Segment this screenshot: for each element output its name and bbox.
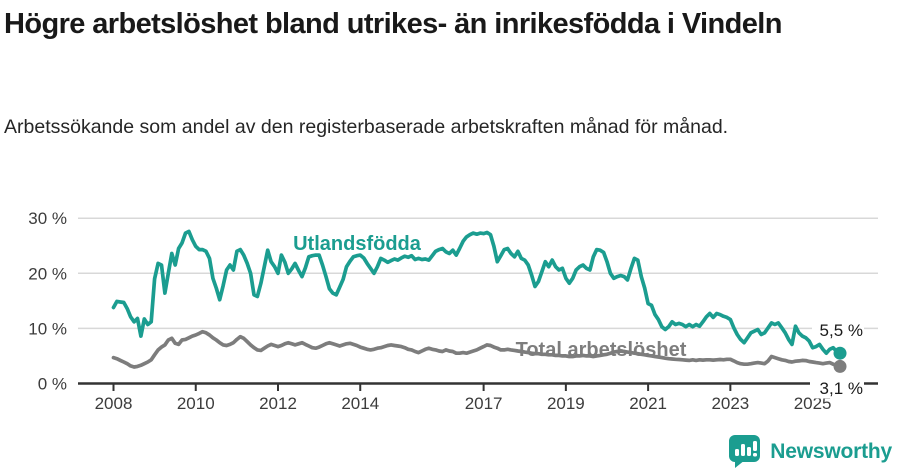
- newsworthy-logo: Newsworthy: [728, 435, 892, 468]
- end-label-backing: [812, 321, 864, 341]
- y-tick-label: 30 %: [28, 209, 67, 228]
- end-value-label-total-arbetsloshet: 3,1 %: [820, 379, 863, 398]
- x-tick-label: 2025: [794, 394, 832, 413]
- newsworthy-logo-text: Newsworthy: [770, 439, 892, 463]
- y-tick-label: 20 %: [28, 264, 67, 283]
- x-tick-label: 2008: [95, 394, 133, 413]
- x-tick-label: 2017: [465, 394, 503, 413]
- x-tick-label: 2021: [629, 394, 667, 413]
- series-label-total-arbetsloshet: Total arbetslöshet: [516, 339, 687, 361]
- y-tick-label: 10 %: [28, 319, 67, 338]
- x-tick-label: 2014: [341, 394, 379, 413]
- x-tick-label: 2023: [711, 394, 749, 413]
- end-dot-total-arbetsloshet: [833, 359, 847, 373]
- end-dot-utlandsfodda: [833, 346, 847, 360]
- newsworthy-bubble-chart-icon: [729, 435, 761, 468]
- end-value-label-utlandsfodda: 5,5 %: [820, 321, 863, 340]
- series-line-utlandsfodda: [111, 229, 842, 356]
- y-tick-label: 0 %: [38, 375, 67, 394]
- x-tick-label: 2019: [547, 394, 585, 413]
- end-label-backing: [810, 377, 864, 399]
- chart-subtitle: Arbetssökande som andel av den registerb…: [4, 116, 729, 138]
- series-label-utlandsfodda: Utlandsfödda: [293, 233, 422, 255]
- series-line-total-arbetsloshet: [111, 329, 842, 369]
- x-tick-label: 2010: [177, 394, 215, 413]
- page-title: Högre arbetslöshet bland utrikes- än inr…: [4, 8, 782, 40]
- x-tick-label: 2012: [259, 394, 297, 413]
